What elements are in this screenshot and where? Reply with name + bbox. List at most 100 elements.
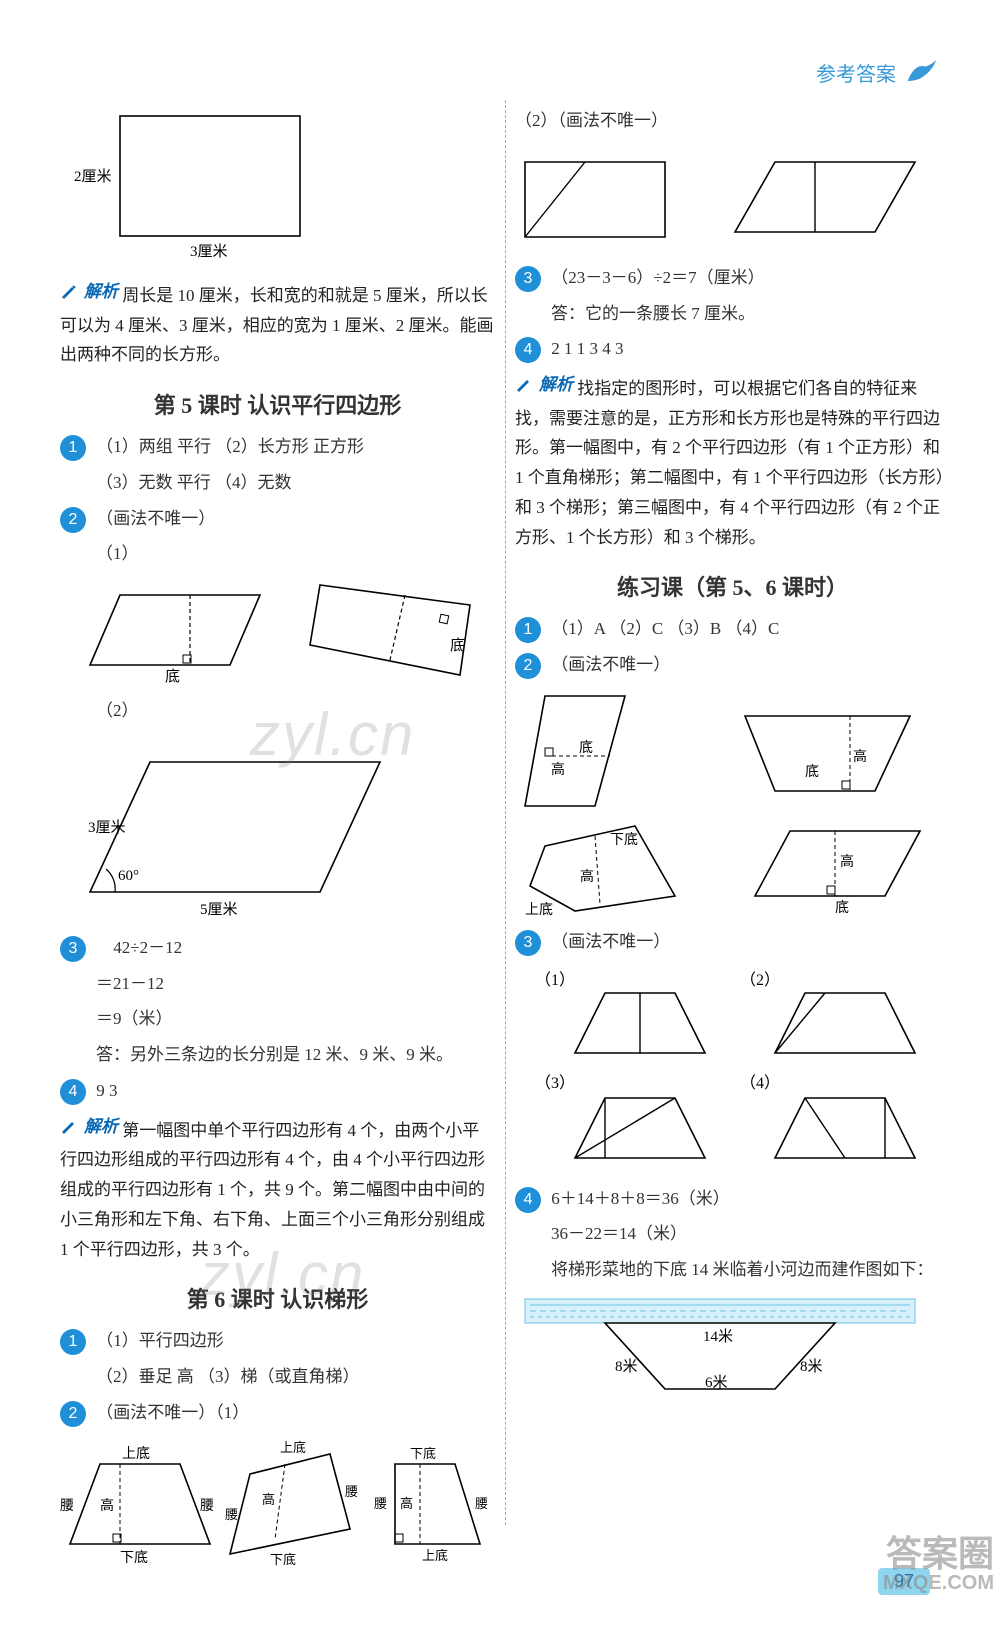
p-q3-note: （画法不唯一） <box>551 932 670 951</box>
q5-3-l1: 42÷2－12 <box>96 938 182 957</box>
svg-text:腰: 腰 <box>225 1507 238 1522</box>
q5-4-vals: 9 3 <box>96 1081 117 1100</box>
number-badge-p3: 3 <box>515 930 541 956</box>
fig-rectangle: 2厘米 3厘米 <box>60 106 495 271</box>
page-header: 参考答案 <box>816 54 940 90</box>
q5-2-sub1: （1） <box>60 539 495 569</box>
p-q4-l2: 36－22＝14（米） <box>515 1219 950 1249</box>
section-title-5: 第 5 课时 认识平行四边形 <box>60 388 495 420</box>
svg-text:上底: 上底 <box>422 1548 448 1563</box>
svg-text:（1）: （1） <box>535 971 575 989</box>
r-q4: 4 2 1 1 3 4 3 <box>515 334 950 364</box>
svg-text:高: 高 <box>262 1492 275 1507</box>
jiexi-block-r1: 解析 找指定的图形时，可以根据它们各自的特征来找，需要注意的是，正方形和长方形也… <box>515 370 950 552</box>
q6-2-note: （画法不唯一）（1） <box>96 1403 249 1422</box>
svg-text:8米: 8米 <box>800 1358 823 1375</box>
jiexi-label-icon-2: 解析 <box>60 1112 118 1142</box>
number-badge-1b: 1 <box>60 1329 86 1355</box>
jiexi-block-1: 解析 周长是 10 厘米，长和宽的和就是 5 厘米，所以长可以为 4 厘米、3 … <box>60 277 495 370</box>
q5-2-note: （画法不唯一） <box>96 509 215 528</box>
p-q4-l1: 6＋14＋8＋8＝36（米） <box>551 1189 730 1208</box>
svg-text:高: 高 <box>100 1497 114 1514</box>
fig-r-shapes-1 <box>515 142 950 257</box>
corner-l2: MXQE.COM <box>883 1573 994 1594</box>
p-q1-vals: （1）A （2）C （3）B （4）C <box>551 619 779 638</box>
svg-text:3厘米: 3厘米 <box>88 819 126 836</box>
q5-1b: （3）无数 平行 （4）无数 <box>60 468 495 498</box>
svg-text:8米: 8米 <box>615 1358 638 1375</box>
svg-text:高: 高 <box>580 868 594 885</box>
number-badge-1: 1 <box>60 435 86 461</box>
jiexi-block-2: 解析 第一幅图中单个平行四边形有 4 个，由两个小平行四边形组成的平行四边形有 … <box>60 1112 495 1265</box>
svg-text:腰: 腰 <box>345 1484 358 1499</box>
svg-text:腰: 腰 <box>200 1499 214 1514</box>
svg-text:下底: 下底 <box>270 1552 296 1567</box>
fig-practice-shapes: 高 底 底 高 下底 高 上底 <box>515 686 950 921</box>
svg-text:5厘米: 5厘米 <box>200 901 238 918</box>
jiexi-label-icon-r1: 解析 <box>515 370 573 400</box>
bird-icon <box>904 54 940 90</box>
number-badge-p4: 4 <box>515 1187 541 1213</box>
r-q3: 3 （23－3－6）÷2＝7（厘米） <box>515 263 950 293</box>
number-badge-r3: 3 <box>515 266 541 292</box>
svg-text:上底: 上底 <box>122 1446 150 1462</box>
fig-parallelogram-2: 3厘米 5厘米 60° <box>60 732 495 927</box>
fig-trapezoids: 上底 下底 腰 高 腰 上底 高 腰 腰 下底 下底 <box>60 1434 495 1579</box>
p-q2-note: （画法不唯一） <box>551 655 670 674</box>
p-q2: 2 （画法不唯一） <box>515 650 950 680</box>
q6-1b: （2）垂足 高 （3）梯（或直角梯） <box>60 1362 495 1392</box>
fig-river-trapezoid: 14米 8米 8米 6米 <box>515 1291 950 1406</box>
number-badge-p1: 1 <box>515 617 541 643</box>
svg-text:高: 高 <box>840 853 854 870</box>
jiexi-text-r1: 找指定的图形时，可以根据它们各自的特征来找，需要注意的是，正方形和长方形也是特殊… <box>515 379 944 547</box>
number-badge-4: 4 <box>60 1079 86 1105</box>
number-badge-2b: 2 <box>60 1401 86 1427</box>
svg-text:上底: 上底 <box>280 1440 306 1455</box>
number-badge-2: 2 <box>60 507 86 533</box>
r-q3-ans: 答：它的一条腰长 7 厘米。 <box>515 299 950 329</box>
corner-watermark: 答案圈 MXQE.COM <box>883 1535 994 1594</box>
r-q3-l1: （23－3－6）÷2＝7（厘米） <box>551 268 764 287</box>
header-title: 参考答案 <box>816 58 896 87</box>
rect-h-label: 2厘米 <box>74 168 112 185</box>
rect-w-label: 3厘米 <box>190 243 228 260</box>
p-q4-l3: 将梯形菜地的下底 14 米临着小河边而建作图如下： <box>515 1255 950 1285</box>
p-q3: 3 （画法不唯一） <box>515 927 950 957</box>
svg-text:底: 底 <box>835 900 849 916</box>
p-q1: 1 （1）A （2）C （3）B （4）C <box>515 614 950 644</box>
fig-parallelograms-1: 底 底 <box>60 575 495 690</box>
q5-4: 4 9 3 <box>60 1076 495 1106</box>
svg-text:底: 底 <box>450 637 465 654</box>
svg-text:下底: 下底 <box>610 832 638 848</box>
svg-text:6米: 6米 <box>705 1374 728 1391</box>
q5-3-ans: 答：另外三条边的长分别是 12 米、9 米、9 米。 <box>60 1040 495 1070</box>
number-badge-p2: 2 <box>515 653 541 679</box>
svg-text:高: 高 <box>551 761 565 778</box>
svg-text:腰: 腰 <box>475 1496 488 1511</box>
svg-text:下底: 下底 <box>120 1550 148 1566</box>
svg-text:上底: 上底 <box>525 902 553 916</box>
r-q4-vals: 2 1 1 3 4 3 <box>551 339 623 358</box>
q5-1: 1 （1）两组 平行 （2）长方形 正方形 <box>60 432 495 462</box>
svg-text:腰: 腰 <box>60 1499 74 1514</box>
svg-text:高: 高 <box>853 748 867 765</box>
jiexi-text-2: 第一幅图中单个平行四边形有 4 个，由两个小平行四边形组成的平行四边形有 4 个… <box>60 1121 485 1259</box>
q5-2: 2 （画法不唯一） <box>60 504 495 534</box>
column-divider <box>505 100 506 1525</box>
section-title-6: 第 6 课时 认识梯形 <box>60 1282 495 1314</box>
svg-text:（4）: （4） <box>740 1074 780 1092</box>
number-badge-3: 3 <box>60 936 86 962</box>
svg-text:底: 底 <box>579 740 593 756</box>
svg-text:底: 底 <box>805 764 819 780</box>
q5-1a: （1）两组 平行 （2）长方形 正方形 <box>96 437 364 456</box>
r-q2-2: （2）（画法不唯一） <box>515 106 950 136</box>
jiexi-text-1: 周长是 10 厘米，长和宽的和就是 5 厘米，所以长可以为 4 厘米、3 厘米，… <box>60 286 494 365</box>
number-badge-r4: 4 <box>515 337 541 363</box>
right-column: （2）（画法不唯一） 3 （23－3－6）÷2＝7（厘米） 答：它的一条腰长 7… <box>515 100 950 1585</box>
svg-text:下底: 下底 <box>410 1446 436 1461</box>
section-title-practice: 练习课（第 5、6 课时） <box>515 570 950 602</box>
jiexi-label-icon: 解析 <box>60 277 118 307</box>
q5-2-sub2: （2） <box>60 696 495 726</box>
q5-3-l3: ＝9（米） <box>60 1004 495 1034</box>
svg-text:14米: 14米 <box>703 1328 733 1345</box>
